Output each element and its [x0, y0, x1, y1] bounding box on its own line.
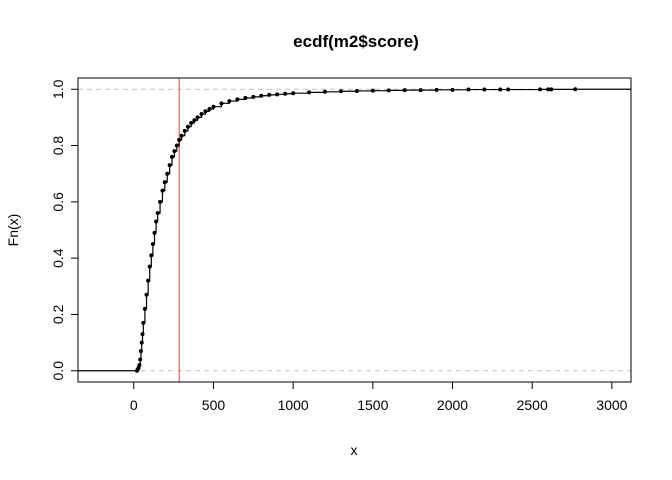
y-axis-label: Fn(x)	[5, 214, 21, 247]
ecdf-point	[227, 99, 232, 104]
ecdf-point	[211, 104, 216, 109]
ecdf-point	[402, 88, 407, 93]
ecdf-point	[207, 106, 212, 111]
ecdf-point	[434, 87, 439, 92]
ecdf-point	[137, 363, 142, 368]
ecdf-series	[78, 87, 631, 373]
ecdf-point	[323, 89, 328, 94]
y-tick-label: 0.8	[50, 136, 66, 156]
ecdf-point	[354, 88, 359, 93]
ecdf-point	[174, 143, 179, 148]
x-tick-label: 0	[130, 397, 138, 413]
ecdf-point	[506, 87, 511, 92]
ecdf-point	[185, 124, 190, 129]
ecdf-point	[177, 137, 182, 142]
x-axis-label: x	[351, 442, 358, 458]
ecdf-point	[147, 264, 152, 269]
ecdf-point	[138, 357, 143, 362]
plot-frame	[77, 77, 632, 383]
ecdf-point	[146, 278, 151, 283]
ecdf-point	[418, 88, 423, 93]
ecdf-point	[144, 292, 149, 297]
x-tick-label: 1000	[278, 397, 309, 413]
ecdf-point	[139, 340, 144, 345]
ecdf-point	[142, 306, 147, 311]
reference-lines	[78, 78, 631, 382]
ecdf-point	[149, 253, 154, 258]
x-tick-label: 2500	[517, 397, 548, 413]
ecdf-point	[549, 87, 554, 92]
ecdf-point	[199, 112, 204, 117]
y-axis: 0.0 0.2 0.4 0.6 0.8 1.0	[50, 79, 79, 381]
ecdf-point	[259, 93, 264, 98]
ecdf-point	[138, 349, 143, 354]
ecdf-point	[140, 332, 145, 337]
ecdf-point	[203, 109, 208, 114]
ecdf-point	[546, 87, 551, 92]
ecdf-point	[291, 91, 296, 96]
ecdf-point	[466, 87, 471, 92]
y-tick-label: 0.0	[50, 361, 66, 381]
ecdf-point	[179, 133, 184, 138]
ecdf-point	[155, 211, 160, 216]
ecdf-point	[538, 87, 543, 92]
ecdf-point	[338, 89, 343, 94]
x-axis: 0 500 1000 1500 2000 2500 3000	[130, 381, 628, 413]
ecdf-point	[235, 97, 240, 102]
ecdf-point	[150, 242, 155, 247]
ecdf-point	[158, 199, 163, 204]
ecdf-point	[267, 92, 272, 97]
ecdf-point	[283, 91, 288, 96]
ecdf-point	[275, 92, 280, 97]
ecdf-point	[450, 87, 455, 92]
x-tick-label: 2000	[437, 397, 468, 413]
y-tick-label: 0.4	[50, 248, 66, 268]
ecdf-point	[189, 121, 194, 126]
ecdf-point	[243, 95, 248, 100]
ecdf-point	[162, 180, 167, 185]
ecdf-point	[152, 230, 157, 235]
x-tick-label: 3000	[596, 397, 627, 413]
ecdf-point	[573, 87, 578, 92]
x-tick-label: 500	[202, 397, 226, 413]
ecdf-step-line	[136, 88, 576, 372]
ecdf-point	[170, 154, 175, 159]
y-tick-label: 0.2	[50, 305, 66, 325]
ecdf-point	[482, 87, 487, 92]
ecdf-point	[386, 88, 391, 93]
y-tick-label: 1.0	[50, 79, 66, 99]
ecdf-point	[141, 320, 146, 325]
ecdf-point	[307, 90, 312, 95]
ecdf-point	[172, 149, 177, 154]
ecdf-point	[251, 94, 256, 99]
ecdf-point	[195, 115, 200, 120]
ecdf-point	[160, 188, 165, 193]
ecdf-point	[167, 163, 172, 168]
ecdf-point	[182, 128, 187, 133]
ecdf-point	[370, 88, 375, 93]
ecdf-point	[192, 118, 197, 123]
ecdf-point	[219, 101, 224, 106]
y-tick-label: 0.6	[50, 192, 66, 212]
x-tick-label: 1500	[357, 397, 388, 413]
ecdf-point	[154, 219, 159, 224]
ecdf-point	[165, 171, 170, 176]
ecdf-point	[498, 87, 503, 92]
chart-title: ecdf(m2$score)	[293, 32, 419, 51]
